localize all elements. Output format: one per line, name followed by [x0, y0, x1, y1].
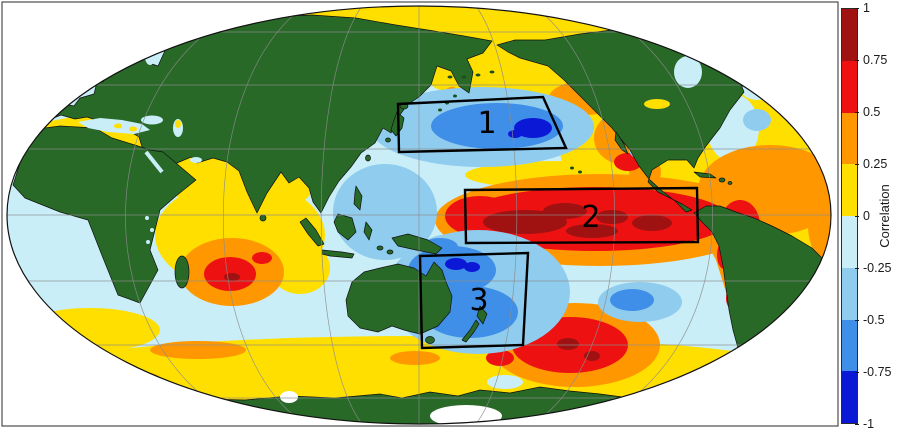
landmass-tasmania	[425, 336, 435, 344]
colorbar-tickmark	[855, 216, 859, 217]
map-body	[7, 6, 831, 424]
colorbar-tick-label: 0	[863, 209, 870, 223]
landmass-australia	[345, 261, 453, 335]
colorbar-tickmark	[855, 112, 859, 113]
colorbar-tickmark	[855, 60, 859, 61]
colorbar-tickmark	[855, 320, 859, 321]
colorbar-tick-label: -1	[863, 417, 875, 431]
colorbar-tick-label: -0.25	[863, 261, 892, 275]
inner-seas	[78, 49, 702, 244]
colorbar-tickmark	[855, 8, 859, 9]
colorbar-tick-label: -0.75	[863, 365, 892, 379]
negative-max-zones	[445, 118, 552, 272]
colorbar-tick-label: 1	[863, 1, 870, 15]
landmass-africa	[12, 125, 197, 304]
colorbar-segment	[842, 319, 857, 372]
colorbar-segment	[842, 216, 857, 268]
globe-outline	[6, 5, 832, 425]
colorbar-segment	[842, 112, 857, 165]
region-box-1	[396, 95, 568, 154]
colorbar-tick-label: 0.5	[863, 105, 881, 119]
colorbar-title: Correlation	[877, 184, 892, 248]
colorbar-segment	[842, 267, 857, 320]
colorbar-tick-label: -0.5	[863, 313, 885, 327]
region-boxes	[396, 95, 700, 350]
landmass-new-guinea	[391, 233, 443, 255]
landmass-new-zealand	[476, 305, 488, 325]
region-label-3: 3	[469, 283, 488, 318]
colorbar-tickmark	[855, 268, 859, 269]
landmass-madagascar	[174, 255, 190, 289]
landmass-philippines	[353, 185, 363, 211]
region-label-1: 1	[477, 106, 496, 141]
region-box-2	[463, 186, 700, 245]
region-label-2: 2	[581, 200, 600, 235]
colorbar-segment	[842, 164, 857, 216]
colorbar-tick-label: 0.25	[863, 157, 888, 171]
colorbar-tickmark	[855, 164, 859, 165]
colorbar-segments	[842, 9, 857, 423]
region-box-3	[418, 251, 530, 350]
world-map: 1 2 3	[1, 1, 839, 427]
colorbar	[841, 8, 858, 424]
colorbar-segment	[842, 60, 857, 113]
colorbar-segment	[842, 371, 857, 423]
colorbar-tick-label: 0.75	[863, 53, 888, 67]
region-labels: 1 2 3	[469, 106, 600, 318]
colorbar-tickmark	[855, 372, 859, 373]
colorbar-tickmark	[855, 424, 859, 425]
colorbar-segment	[842, 9, 857, 61]
